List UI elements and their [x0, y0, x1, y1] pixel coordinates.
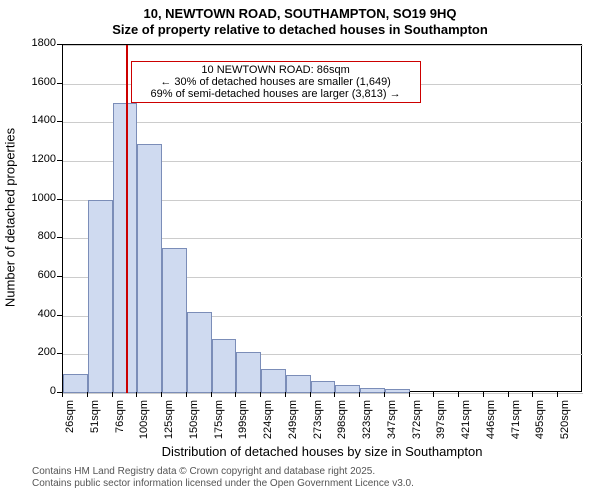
xtick-label: 323sqm — [361, 400, 373, 450]
histogram-bar — [286, 375, 311, 393]
chart-subtitle: Size of property relative to detached ho… — [0, 22, 600, 37]
histogram-bar — [88, 200, 113, 393]
xtick-label: 471sqm — [510, 400, 522, 450]
xtick-label: 298sqm — [336, 400, 348, 450]
xtick-mark — [87, 392, 88, 397]
xtick-label: 100sqm — [138, 400, 150, 450]
annotation-line-2: ← 30% of detached houses are smaller (1,… — [138, 76, 414, 88]
histogram-bar — [236, 352, 261, 393]
xtick-label: 199sqm — [237, 400, 249, 450]
xtick-label: 495sqm — [534, 400, 546, 450]
xtick-mark — [285, 392, 286, 397]
xtick-label: 76sqm — [114, 400, 126, 450]
histogram-bar — [187, 312, 212, 393]
ytick-label: 200 — [20, 346, 56, 358]
xtick-mark — [359, 392, 360, 397]
annotation-line-1: 10 NEWTOWN ROAD: 86sqm — [138, 64, 414, 76]
xtick-mark — [161, 392, 162, 397]
histogram-bar — [385, 389, 410, 393]
ytick-mark — [57, 276, 62, 277]
xtick-label: 347sqm — [386, 400, 398, 450]
ytick-label: 1000 — [20, 192, 56, 204]
histogram-bar — [63, 374, 88, 393]
ytick-mark — [57, 237, 62, 238]
xtick-mark — [409, 392, 410, 397]
ytick-mark — [57, 315, 62, 316]
xtick-label: 175sqm — [213, 400, 225, 450]
histogram-bar — [137, 144, 162, 393]
chart-container: 10, NEWTOWN ROAD, SOUTHAMPTON, SO19 9HQ … — [0, 0, 600, 500]
ytick-mark — [57, 44, 62, 45]
ytick-mark — [57, 199, 62, 200]
xtick-label: 150sqm — [188, 400, 200, 450]
plot-area: 10 NEWTOWN ROAD: 86sqm← 30% of detached … — [62, 44, 582, 392]
xtick-mark — [136, 392, 137, 397]
ytick-label: 1200 — [20, 153, 56, 165]
xtick-mark — [508, 392, 509, 397]
histogram-bar — [311, 381, 336, 393]
ytick-mark — [57, 353, 62, 354]
ytick-mark — [57, 83, 62, 84]
xtick-label: 249sqm — [287, 400, 299, 450]
histogram-bar — [261, 369, 286, 393]
footer-line-1: Contains HM Land Registry data © Crown c… — [32, 466, 375, 477]
gridline-y — [63, 393, 583, 394]
xtick-label: 372sqm — [411, 400, 423, 450]
xtick-mark — [211, 392, 212, 397]
xtick-label: 26sqm — [64, 400, 76, 450]
xtick-mark — [310, 392, 311, 397]
xtick-mark — [384, 392, 385, 397]
ytick-mark — [57, 160, 62, 161]
property-marker-line — [126, 45, 128, 393]
xtick-label: 520sqm — [559, 400, 571, 450]
ytick-label: 1600 — [20, 76, 56, 88]
histogram-bar — [162, 248, 187, 393]
xtick-label: 125sqm — [163, 400, 175, 450]
ytick-label: 1800 — [20, 37, 56, 49]
annotation-box: 10 NEWTOWN ROAD: 86sqm← 30% of detached … — [131, 61, 421, 103]
histogram-bar — [212, 339, 237, 393]
xtick-mark — [186, 392, 187, 397]
histogram-bar — [113, 103, 138, 393]
xtick-mark — [458, 392, 459, 397]
xtick-label: 446sqm — [485, 400, 497, 450]
gridline-y — [63, 45, 583, 46]
ytick-label: 600 — [20, 269, 56, 281]
xtick-label: 224sqm — [262, 400, 274, 450]
xtick-label: 51sqm — [89, 400, 101, 450]
xtick-label: 397sqm — [435, 400, 447, 450]
xtick-mark — [62, 392, 63, 397]
xtick-mark — [260, 392, 261, 397]
chart-title: 10, NEWTOWN ROAD, SOUTHAMPTON, SO19 9HQ — [0, 6, 600, 21]
ytick-label: 1400 — [20, 114, 56, 126]
histogram-bar — [360, 388, 385, 393]
xtick-mark — [433, 392, 434, 397]
xtick-mark — [557, 392, 558, 397]
xtick-mark — [235, 392, 236, 397]
xtick-mark — [483, 392, 484, 397]
xtick-label: 273sqm — [312, 400, 324, 450]
y-axis-label: Number of detached properties — [3, 128, 18, 308]
gridline-y — [63, 122, 583, 123]
annotation-line-3: 69% of semi-detached houses are larger (… — [138, 88, 414, 100]
footer-line-2: Contains public sector information licen… — [32, 478, 414, 489]
histogram-bar — [335, 385, 360, 393]
xtick-mark — [334, 392, 335, 397]
xtick-mark — [532, 392, 533, 397]
ytick-mark — [57, 121, 62, 122]
ytick-label: 800 — [20, 230, 56, 242]
xtick-mark — [112, 392, 113, 397]
ytick-label: 0 — [20, 385, 56, 397]
xtick-label: 421sqm — [460, 400, 472, 450]
ytick-label: 400 — [20, 308, 56, 320]
